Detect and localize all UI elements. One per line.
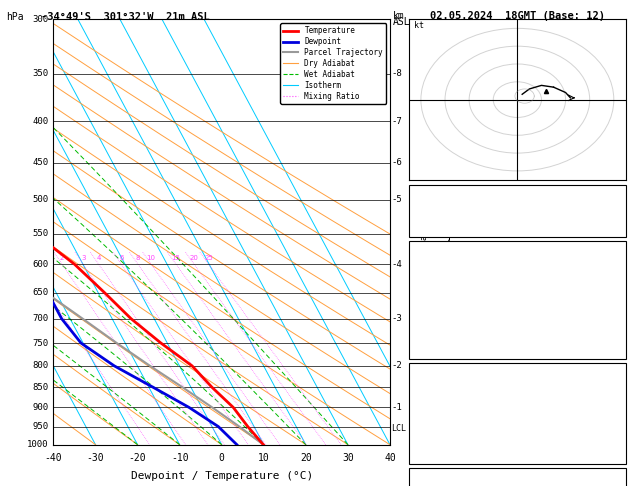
- Text: Mixing Ratio (g/kg): Mixing Ratio (g/kg): [420, 185, 429, 279]
- Text: kt: kt: [414, 21, 424, 30]
- Text: Lifted Index: Lifted Index: [413, 309, 483, 319]
- Text: 0: 0: [219, 453, 225, 463]
- Text: -30: -30: [87, 453, 104, 463]
- Text: K: K: [413, 187, 418, 197]
- Text: © weatheronline.co.uk: © weatheronline.co.uk: [461, 471, 574, 480]
- Text: Temp (°C): Temp (°C): [413, 260, 465, 270]
- Text: PW (cm): PW (cm): [413, 220, 454, 230]
- Text: 1.48: 1.48: [600, 220, 623, 230]
- Text: 950: 950: [32, 422, 48, 431]
- Text: 800: 800: [32, 362, 48, 370]
- Text: Pressure (mb): Pressure (mb): [413, 382, 489, 392]
- Text: -40: -40: [45, 453, 62, 463]
- Text: Surface: Surface: [497, 243, 538, 253]
- Text: Hodograph: Hodograph: [491, 470, 544, 481]
- Text: 15: 15: [172, 255, 181, 260]
- Text: 295: 295: [606, 293, 623, 303]
- Text: 0: 0: [618, 448, 623, 458]
- Text: 10: 10: [147, 255, 156, 260]
- Text: Totals Totals: Totals Totals: [413, 204, 489, 214]
- Text: CIN (J): CIN (J): [413, 448, 454, 458]
- Text: 9: 9: [618, 415, 623, 425]
- Text: θᴁ(K): θᴁ(K): [413, 293, 442, 303]
- Text: θᴁ  (K): θᴁ (K): [413, 398, 454, 408]
- Text: 36: 36: [611, 204, 623, 214]
- Text: -7: -7: [391, 117, 402, 125]
- Text: ASL: ASL: [393, 17, 411, 27]
- Text: km: km: [393, 11, 405, 21]
- Text: 3.6: 3.6: [606, 276, 623, 286]
- Text: 500: 500: [32, 195, 48, 205]
- Text: 700: 700: [32, 314, 48, 323]
- Text: -34°49'S  301°32'W  21m ASL: -34°49'S 301°32'W 21m ASL: [41, 12, 209, 22]
- Text: 900: 900: [32, 403, 48, 412]
- Text: 9.9: 9.9: [606, 260, 623, 270]
- Text: 304: 304: [606, 398, 623, 408]
- Text: 800: 800: [606, 382, 623, 392]
- Text: 1000: 1000: [27, 440, 48, 449]
- Text: -1: -1: [391, 403, 402, 412]
- Text: LCL: LCL: [391, 424, 406, 433]
- Text: 550: 550: [32, 229, 48, 238]
- Text: 450: 450: [32, 158, 48, 167]
- Text: -5: -5: [391, 195, 402, 205]
- Legend: Temperature, Dewpoint, Parcel Trajectory, Dry Adiabat, Wet Adiabat, Isotherm, Mi: Temperature, Dewpoint, Parcel Trajectory…: [280, 23, 386, 104]
- Text: CIN (J): CIN (J): [413, 342, 454, 352]
- Text: 600: 600: [32, 260, 48, 269]
- Text: 0: 0: [618, 342, 623, 352]
- Text: 2: 2: [60, 255, 64, 260]
- Text: -4: -4: [391, 260, 402, 269]
- Text: 350: 350: [32, 69, 48, 78]
- Text: 25: 25: [204, 255, 213, 260]
- Text: 20: 20: [300, 453, 312, 463]
- Text: 30: 30: [342, 453, 353, 463]
- Text: -10: -10: [171, 453, 189, 463]
- Text: Dewpoint / Temperature (°C): Dewpoint / Temperature (°C): [131, 471, 313, 482]
- Text: 15: 15: [611, 187, 623, 197]
- Text: 0: 0: [618, 431, 623, 441]
- Text: -6: -6: [391, 158, 402, 167]
- Text: 10: 10: [258, 453, 270, 463]
- Text: -8: -8: [391, 69, 402, 78]
- Text: 20: 20: [190, 255, 199, 260]
- Text: 40: 40: [384, 453, 396, 463]
- Text: -2: -2: [391, 362, 402, 370]
- Text: 3: 3: [81, 255, 86, 260]
- Text: Most Unstable: Most Unstable: [479, 365, 555, 375]
- Text: CAPE (J): CAPE (J): [413, 431, 460, 441]
- Text: 6: 6: [119, 255, 123, 260]
- Text: hPa: hPa: [6, 12, 24, 22]
- Text: Lifted Index: Lifted Index: [413, 415, 483, 425]
- Text: 400: 400: [32, 117, 48, 125]
- Text: 15: 15: [611, 309, 623, 319]
- Text: CAPE (J): CAPE (J): [413, 326, 460, 336]
- Text: 4: 4: [96, 255, 101, 260]
- Text: 650: 650: [32, 288, 48, 297]
- Text: 02.05.2024  18GMT (Base: 12): 02.05.2024 18GMT (Base: 12): [430, 11, 605, 21]
- Text: Dewp (°C): Dewp (°C): [413, 276, 465, 286]
- Text: 750: 750: [32, 339, 48, 347]
- Text: -3: -3: [391, 314, 402, 323]
- Text: 850: 850: [32, 383, 48, 392]
- Text: 300: 300: [32, 15, 48, 24]
- Text: 0: 0: [618, 326, 623, 336]
- Text: 8: 8: [136, 255, 140, 260]
- Text: -20: -20: [129, 453, 147, 463]
